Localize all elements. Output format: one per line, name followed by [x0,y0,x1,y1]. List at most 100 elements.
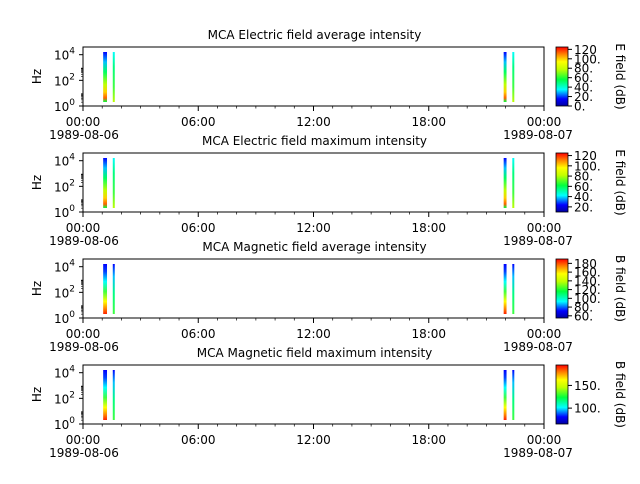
colorbar [555,46,569,107]
x-end-date: 1989-08-07 [503,128,573,142]
colorbar [555,152,569,213]
y-tick-label: 100 [54,204,75,220]
x-tick-label: 18:00 [411,327,446,341]
colorbar-tick-label: 80. [574,301,593,315]
y-tick-label: 104 [54,259,75,275]
y-tick-label: 104 [54,365,75,381]
x-tick-label: 00:00 [527,327,562,341]
y-tick-label: 104 [54,47,75,63]
y-tick-label: 100 [54,310,75,326]
x-tick-label: 18:00 [411,221,446,235]
data-strip [512,52,515,102]
data-strip [112,370,115,420]
x-tick-label: 00:00 [66,115,101,129]
x-tick-label: 18:00 [411,115,446,129]
colorbar-tick-label: 120 [574,149,597,163]
colorbar-tick-label: 80. [574,170,593,184]
x-tick-label: 06:00 [181,327,216,341]
plot-frame [82,46,545,107]
x-tick-label: 00:00 [66,433,101,447]
y-axis-label: Hz [30,69,44,84]
x-end-date: 1989-08-07 [503,234,573,248]
colorbar-tick-label: 60. [574,71,593,85]
x-tick-label: 12:00 [296,327,331,341]
x-tick-label: 12:00 [296,115,331,129]
data-strip [112,158,115,208]
data-strip [512,158,515,208]
data-strip [503,370,507,420]
panel-1: MCA Electric field average intensity 100 1… [30,28,627,142]
colorbar-tick-label: 100. [574,402,601,416]
panel-title: MCA Magnetic field maximum intensity [197,346,433,360]
data-strip [503,158,507,208]
x-end-date: 1989-08-07 [503,340,573,354]
x-tick-label: 00:00 [66,221,101,235]
colorbar-tick-label: 20. [574,90,593,104]
data-strip [103,52,108,102]
plot-frame [82,258,545,319]
colorbar-tick-label: 40. [574,190,593,204]
plot-frame [82,364,545,425]
y-tick-label: 102 [54,390,75,406]
colorbar-tick-label: 180 [574,257,597,271]
x-tick-label: 18:00 [411,433,446,447]
y-tick-label: 100 [54,98,75,114]
data-strip [512,264,515,314]
x-tick-label: 06:00 [181,433,216,447]
colorbar-tick-label: 150. [574,379,601,393]
colorbar-tick-label: 60. [574,180,593,194]
panel-title: MCA Electric field average intensity [208,28,422,42]
data-strip [503,52,507,102]
x-tick-label: 12:00 [296,433,331,447]
y-tick-label: 104 [54,153,75,169]
colorbar-label: E field (dB) [613,149,627,215]
colorbar-tick-label: 80. [574,62,593,76]
x-start-date: 1989-08-06 [49,234,119,248]
data-strip [103,158,108,208]
panel-title: MCA Electric field maximum intensity [202,134,427,148]
y-axis-label: Hz [30,281,44,296]
data-strip [103,264,108,314]
colorbar-tick-label: 100. [574,292,601,306]
colorbar-label: B field (dB) [613,255,627,322]
y-tick-label: 102 [54,284,75,300]
data-strip [512,370,515,420]
colorbar-tick-label: 40. [574,81,593,95]
colorbar-tick-label: 60. [574,309,593,323]
colorbar-tick-label: 120. [574,283,601,297]
x-tick-label: 12:00 [296,221,331,235]
x-start-date: 1989-08-06 [49,128,119,142]
y-axis-label: Hz [30,387,44,402]
colorbar-label: B field (dB) [613,361,627,428]
panel-2: MCA Electric field maximum intensity 100 1… [30,134,627,248]
colorbar-tick-label: 120 [574,43,597,57]
colorbar [555,258,569,319]
colorbar-label: E field (dB) [613,43,627,109]
x-start-date: 1989-08-06 [49,340,119,354]
data-strip [503,264,507,314]
plot-frame [82,152,545,213]
data-strip [112,264,115,314]
panel-4: MCA Magnetic field maximum intensity 100 1… [30,346,627,460]
colorbar-tick-label: 20. [574,200,593,214]
colorbar-tick-label: 100. [574,52,601,66]
panel-title: MCA Magnetic field average intensity [202,240,426,254]
x-tick-label: 00:00 [66,327,101,341]
y-tick-label: 100 [54,416,75,432]
x-tick-label: 00:00 [527,221,562,235]
colorbar-tick-label: 140. [574,274,601,288]
x-start-date: 1989-08-06 [49,446,119,460]
x-end-date: 1989-08-07 [503,446,573,460]
y-tick-label: 102 [54,178,75,194]
y-tick-label: 102 [54,72,75,88]
x-tick-label: 00:00 [527,433,562,447]
colorbar [555,364,569,425]
colorbar-tick-label: 160. [574,266,601,280]
data-strip [112,52,115,102]
x-tick-label: 06:00 [181,221,216,235]
x-tick-label: 00:00 [527,115,562,129]
x-tick-label: 06:00 [181,115,216,129]
panel-3: MCA Magnetic field average intensity 100 1… [30,240,627,354]
data-strip [103,370,108,420]
